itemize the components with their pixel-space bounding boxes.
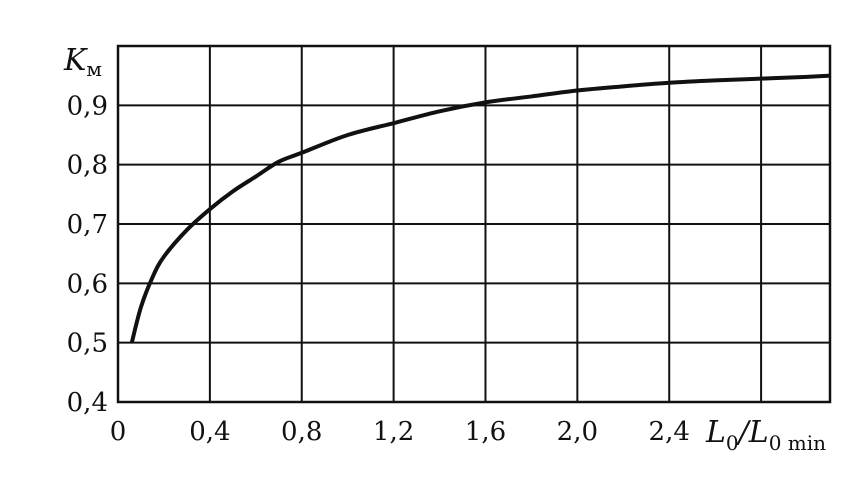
y-tick-label: 0,9 xyxy=(67,91,108,121)
y-tick-label: 0,7 xyxy=(67,210,108,240)
x-tick-label: 0,8 xyxy=(281,417,322,447)
grid-lines xyxy=(118,46,830,402)
series-line xyxy=(129,73,831,344)
x-tick-label: 0 xyxy=(110,417,127,447)
x-tick-label: 1,6 xyxy=(465,417,506,447)
x-tick-label: 0,4 xyxy=(189,417,230,447)
y-tick-label: 0,8 xyxy=(67,151,108,181)
y-tick-label: 0,6 xyxy=(67,269,108,299)
x-tick-label: 2,4 xyxy=(649,417,690,447)
tick-labels: 0 0,4 0,8 1,2 1,6 2,0 2,40,40,50,60,70,80,9 xyxy=(67,91,690,447)
x-axis-label: L0/L0 min xyxy=(705,415,826,455)
plot-frame xyxy=(116,44,832,404)
y-axis-label: Kм xyxy=(63,43,102,81)
y-tick-label: 0,5 xyxy=(67,329,108,359)
x-tick-label: 2,0 xyxy=(557,417,598,447)
y-tick-label: 0,4 xyxy=(67,388,108,418)
x-tick-label: 1,2 xyxy=(373,417,414,447)
